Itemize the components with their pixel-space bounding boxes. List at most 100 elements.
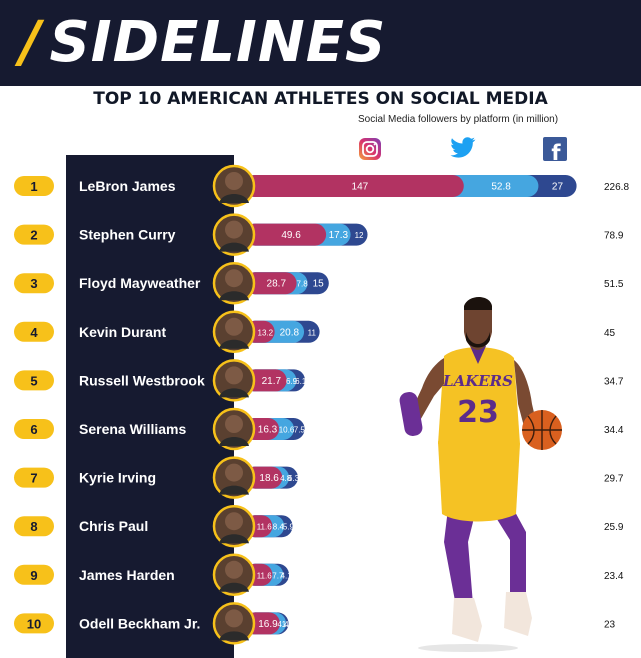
rank-number: 2 [30,228,37,243]
athlete-name: Stephen Curry [79,227,176,243]
rank-number: 3 [30,276,37,291]
instagram-value-label: 18.6 [259,473,279,484]
instagram-value-label: 147 [352,182,369,193]
facebook-value-label: 15 [313,279,325,290]
instagram-bar [244,175,464,197]
total-value: 34.7 [604,376,624,387]
header-banner: / SIDELINES [0,0,641,86]
twitter-value-label: 8.4 [273,523,285,532]
facebook-value-label: 4.1 [281,571,293,580]
athlete-name: LeBron James [79,178,176,194]
facebook-icon: f [543,137,567,165]
avatar-shoulders [219,194,249,203]
facebook-value-label: 5.9 [283,523,295,532]
rank-number: 5 [30,373,37,388]
total-value: 23.4 [604,571,624,582]
total-value: 34.4 [604,425,624,436]
brand-mark: / [20,10,42,75]
instagram-value-label: 16.9 [258,619,278,630]
rank-badge [14,467,54,488]
avatar-shoulders [219,242,249,252]
avatar-shoulders [219,631,249,641]
facebook-value-label: 6.3 [288,474,300,483]
twitter-value-label: 52.8 [491,182,511,193]
athlete-name: Odell Beckham Jr. [79,615,200,631]
rank-number: 6 [30,422,37,437]
facebook-value-label: 27 [552,182,564,193]
avatar-face [225,269,243,288]
rank-number: 7 [30,471,37,486]
chart-subtitle: Social Media followers by platform (in m… [358,114,559,125]
basketball-player-illustration: LAKERS 23 [398,292,574,652]
rank-badge [14,370,54,391]
rank-badge [14,273,54,294]
brand-name: SIDELINES [49,10,387,75]
jersey-number: 23 [457,395,499,430]
avatar-face [225,560,243,579]
rank-number: 4 [30,325,38,340]
instagram-icon [358,137,382,161]
twitter-value-label: 7.7 [272,571,284,580]
avatar-shoulders [219,339,249,349]
rank-number: 8 [30,519,37,534]
twitter-value-label: 4.4 [277,620,289,629]
avatar-face [225,609,243,628]
twitter-icon [450,137,476,161]
twitter-value-label: 6.9 [286,377,298,386]
rank-badge [14,564,54,585]
instagram-value-label: 11.6 [257,523,273,532]
rank-number: 10 [27,616,41,631]
names-panel [66,155,234,658]
rank-number: 1 [30,179,37,194]
avatar-face [225,366,243,385]
total-value: 45 [604,328,616,339]
rank-badge [14,321,54,342]
instagram-value-label: 13.2 [258,328,274,337]
rank-badge [14,516,54,537]
total-value: 226.8 [604,182,629,193]
facebook-value-label: 11 [308,328,317,337]
rank-badge [14,176,54,196]
instagram-value-label: 28.7 [267,279,287,290]
twitter-value-label: 17.3 [329,230,349,241]
avatar-face [225,463,243,482]
rank-badge [14,613,54,634]
facebook-value-label: 7.5 [294,426,306,435]
total-value: 29.7 [604,474,624,485]
athlete-name: James Harden [79,567,175,583]
total-value: 78.9 [604,231,624,242]
instagram-bar [244,369,287,392]
facebook-glyph: f [551,141,561,161]
facebook-value-label: 1.7 [282,620,294,629]
avatar-shoulders [219,582,249,592]
avatar-shoulders [219,437,249,446]
instagram-bar [244,223,327,246]
instagram-value-label: 16.3 [258,425,278,436]
total-value: 25.9 [604,522,624,533]
twitter-value-label: 7.8 [297,280,309,289]
avatar-face [225,415,243,433]
rank-badge [14,224,54,245]
athlete-name: Floyd Mayweather [79,275,201,291]
rank-badge [14,419,54,439]
instagram-value-label: 49.6 [281,230,301,241]
avatar-shoulders [219,291,249,301]
avatar-face [225,220,243,239]
twitter-value-label: 4.8 [280,474,292,483]
total-value: 23 [604,619,616,630]
twitter-value-label: 20.8 [280,327,300,338]
avatar-shoulders [219,485,249,495]
athlete-name: Russell Westbrook [79,372,205,388]
facebook-value-label: 6.1 [295,377,307,386]
athlete-name: Chris Paul [79,518,148,534]
facebook-value-label: 12 [355,231,364,240]
twitter-value-label: 10.6 [279,426,295,435]
rank-number: 9 [30,568,37,583]
chart-title: TOP 10 AMERICAN ATHLETES ON SOCIAL MEDIA [93,89,548,109]
instagram-bar [244,272,297,295]
avatar-face [225,512,243,531]
jersey-team: LAKERS [442,372,513,390]
athlete-name: Kevin Durant [79,324,166,340]
athlete-name: Serena Williams [79,421,186,437]
avatar-face [225,172,243,190]
